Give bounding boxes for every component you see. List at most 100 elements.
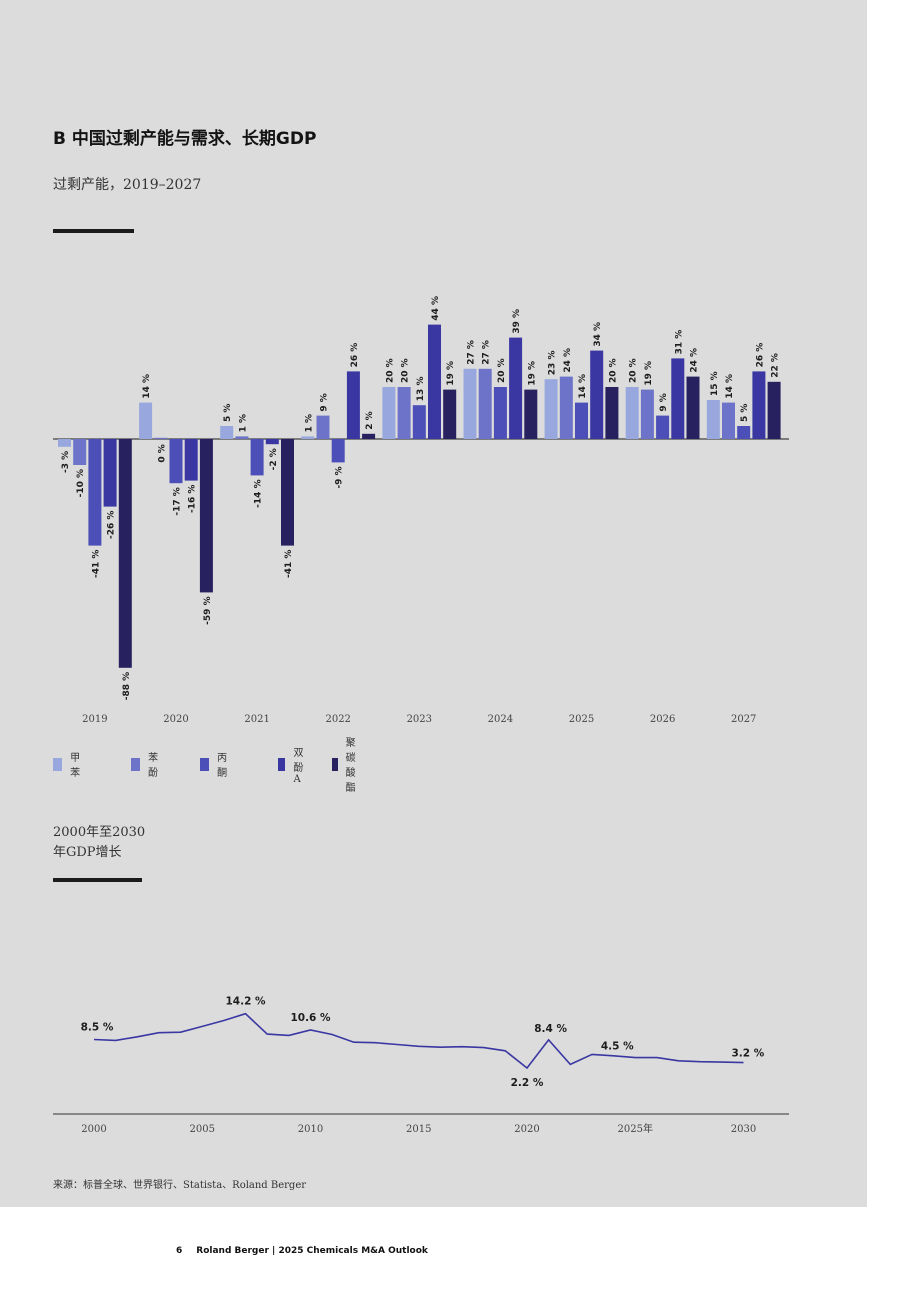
bar-2026-2 bbox=[640, 389, 654, 439]
bar-2022-4 bbox=[346, 371, 360, 439]
bar-label-2027-2: 14 % bbox=[725, 374, 735, 399]
legend-label-bpa: 双酚A bbox=[293, 747, 304, 785]
gdp-title-rule bbox=[53, 878, 142, 882]
bar-label-2020-1: 14 % bbox=[142, 374, 152, 399]
bar-label-2027-3: 5 % bbox=[740, 404, 750, 422]
bar-xtick-2024: 2024 bbox=[488, 714, 513, 725]
bar-label-2019-1: -3 % bbox=[61, 451, 71, 473]
gdp-annotation-2010: 10.6 % bbox=[290, 1012, 331, 1024]
bar-label-2024-3: 20 % bbox=[497, 358, 507, 383]
bar-label-2022-3: -9 % bbox=[335, 466, 345, 488]
bar-label-2023-4: 44 % bbox=[431, 296, 441, 321]
legend-swatch-phenol bbox=[131, 757, 141, 771]
legend-item-polycarbonate: 聚碳酸酯 bbox=[332, 738, 363, 794]
figure-title: B 中国过剩产能与需求、长期GDP bbox=[53, 129, 317, 149]
bar-label-2023-1: 20 % bbox=[385, 358, 395, 383]
legend-item-bpa: 双酚A bbox=[278, 748, 309, 785]
bar-label-2021-3: -14 % bbox=[254, 479, 264, 507]
bar-2022-2 bbox=[316, 415, 330, 439]
bar-label-2027-5: 22 % bbox=[771, 353, 781, 378]
page-footer: 6 Roland Berger | 2025 Chemicals M&A Outl… bbox=[176, 1246, 428, 1256]
bar-label-2024-5: 19 % bbox=[527, 361, 537, 386]
bar-2023-3 bbox=[412, 405, 426, 439]
bar-label-2020-5: -59 % bbox=[203, 596, 213, 624]
legend-swatch-bpa bbox=[278, 757, 286, 771]
bar-2024-1 bbox=[463, 368, 477, 439]
bar-label-2023-2: 20 % bbox=[401, 358, 411, 383]
bar-2020-4 bbox=[184, 439, 198, 481]
bar-label-2021-5: -41 % bbox=[284, 550, 294, 578]
bar-xtick-2021: 2021 bbox=[244, 714, 269, 725]
bar-label-2024-1: 27 % bbox=[467, 340, 477, 365]
legend-item-phenol: 苯酚 bbox=[131, 753, 162, 779]
bar-2024-5 bbox=[524, 389, 538, 439]
bar-label-2023-3: 13 % bbox=[416, 377, 426, 402]
bar-2021-3 bbox=[250, 439, 264, 476]
bar-label-2022-5: 2 % bbox=[365, 411, 375, 429]
bar-2019-2 bbox=[73, 439, 87, 465]
legend-swatch-polycarbonate bbox=[332, 757, 338, 771]
bar-2024-3 bbox=[493, 387, 507, 439]
gdp-xtick-2030: 2030 bbox=[731, 1124, 756, 1135]
bar-2020-2 bbox=[154, 437, 168, 439]
bar-label-2026-5: 24 % bbox=[690, 348, 700, 373]
bar-2025-2 bbox=[559, 376, 573, 439]
bar-label-2026-2: 19 % bbox=[644, 361, 654, 386]
bar-label-2020-3: -17 % bbox=[173, 487, 183, 515]
bar-label-2019-5: -88 % bbox=[122, 672, 132, 700]
gdp-annotation-2021: 8.4 % bbox=[534, 1023, 567, 1035]
gdp-title-line-2: 年GDP增长 bbox=[53, 845, 122, 860]
bar-2025-4 bbox=[590, 350, 604, 439]
bar-2025-3 bbox=[575, 402, 588, 439]
gdp-chart-title: 2000年至2030 年GDP增长 bbox=[53, 823, 145, 863]
bar-2021-4 bbox=[265, 439, 279, 445]
bar-2022-5 bbox=[362, 433, 376, 439]
bar-xtick-2022: 2022 bbox=[325, 714, 350, 725]
bar-2020-3 bbox=[169, 439, 183, 484]
bar-2019-4 bbox=[103, 439, 117, 507]
bar-label-2026-3: 9 % bbox=[659, 393, 669, 411]
bar-xtick-2023: 2023 bbox=[407, 714, 432, 725]
bar-2019-1 bbox=[58, 439, 71, 447]
bar-xtick-2025: 2025 bbox=[569, 714, 594, 725]
bar-chart-subtitle: 过剩产能，2019–2027 bbox=[53, 177, 202, 193]
legend-item-toluene: 甲苯 bbox=[53, 753, 84, 779]
bar-2022-3 bbox=[331, 439, 345, 463]
gdp-annotation-2030: 3.2 % bbox=[732, 1048, 765, 1060]
bar-2020-1 bbox=[139, 402, 153, 439]
bar-2025-5 bbox=[605, 387, 619, 439]
subtitle-rule bbox=[53, 229, 134, 233]
bar-2027-3 bbox=[737, 426, 751, 439]
bar-2027-2 bbox=[722, 402, 735, 439]
gdp-series-line bbox=[93, 1012, 744, 1070]
bar-label-2025-1: 23 % bbox=[548, 351, 558, 376]
bar-label-2022-4: 26 % bbox=[350, 343, 360, 368]
page-number: 6 bbox=[176, 1246, 183, 1256]
bar-2023-5 bbox=[443, 389, 457, 439]
bar-label-2026-4: 31 % bbox=[674, 330, 684, 355]
gdp-title-line-1: 2000年至2030 bbox=[53, 825, 146, 840]
bar-2027-5 bbox=[767, 381, 781, 439]
bar-2023-4 bbox=[428, 324, 441, 439]
source-note: 来源：标普全球、世界银行、Statista、Roland Berger bbox=[53, 1180, 307, 1191]
bar-2026-4 bbox=[671, 358, 685, 439]
bar-2021-5 bbox=[281, 439, 294, 546]
gdp-annotation-2007: 14.2 % bbox=[226, 996, 267, 1008]
gdp-xtick-2015: 2015 bbox=[406, 1124, 431, 1135]
report-panel: B 中国过剩产能与需求、长期GDP 过剩产能，2019–2027 -3 % -10… bbox=[0, 0, 867, 1207]
bar-xtick-2026: 2026 bbox=[650, 714, 675, 725]
bar-label-2023-5: 19 % bbox=[446, 361, 456, 386]
overcapacity-bar-chart: -3 % -10 % -41 % -26 % -88 % 2019 14 % 0 % -17 %… bbox=[53, 296, 789, 725]
legend-label-acetone: 丙酮 bbox=[217, 753, 228, 779]
bar-2019-3 bbox=[88, 439, 102, 546]
bar-2025-1 bbox=[544, 379, 558, 439]
bar-2024-4 bbox=[509, 337, 523, 439]
bar-label-2026-1: 20 % bbox=[629, 358, 639, 383]
bar-2020-5 bbox=[199, 439, 213, 593]
gdp-xtick-2025: 2025年 bbox=[618, 1122, 653, 1135]
bar-label-2022-1: 1 % bbox=[304, 414, 314, 432]
bar-label-2019-3: -41 % bbox=[91, 550, 101, 578]
bar-xtick-2027: 2027 bbox=[731, 714, 756, 725]
legend-swatch-toluene bbox=[53, 757, 63, 771]
gdp-xtick-2005: 2005 bbox=[190, 1124, 215, 1135]
